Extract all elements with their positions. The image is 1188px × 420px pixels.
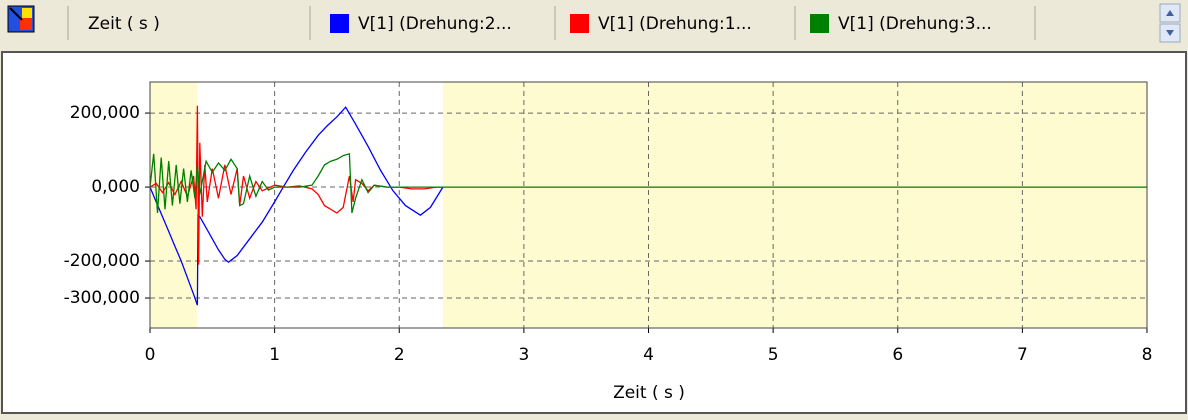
x-tick-label: 8 <box>1142 345 1153 365</box>
plot-border <box>149 81 1148 329</box>
legend-label: V[1] (Drehung:2... <box>358 14 512 34</box>
x-tick-label: 7 <box>1017 345 1028 365</box>
y-tick-label: 200,000 <box>70 103 140 123</box>
legend-label: V[1] (Drehung:3... <box>838 14 992 34</box>
x-selector[interactable]: Zeit ( s ) <box>88 14 160 34</box>
series-line <box>150 152 1147 214</box>
legend-swatch <box>330 14 349 33</box>
chart-icon[interactable] <box>7 5 35 33</box>
scroll-buttons[interactable] <box>1159 3 1181 43</box>
x-tick-label: 5 <box>768 345 779 365</box>
x-tick-label: 2 <box>394 345 405 365</box>
y-tick-label: -300,000 <box>64 288 140 308</box>
x-axis-label: Zeit ( s ) <box>613 383 685 403</box>
toolbar <box>0 0 1188 48</box>
x-tick-label: 1 <box>269 345 280 365</box>
y-tick-label: 0,000 <box>91 177 140 197</box>
y-tick-label: -200,000 <box>64 251 140 271</box>
legend-swatch <box>810 14 829 33</box>
x-tick-label: 6 <box>892 345 903 365</box>
x-tick-label: 0 <box>145 345 156 365</box>
shaded-range <box>442 82 1147 328</box>
x-tick-label: 3 <box>518 345 529 365</box>
series-line <box>150 106 444 306</box>
legend-label: V[1] (Drehung:1... <box>598 14 752 34</box>
legend-swatch <box>570 14 589 33</box>
plot-lines <box>150 105 1147 306</box>
x-tick-label: 4 <box>643 345 654 365</box>
